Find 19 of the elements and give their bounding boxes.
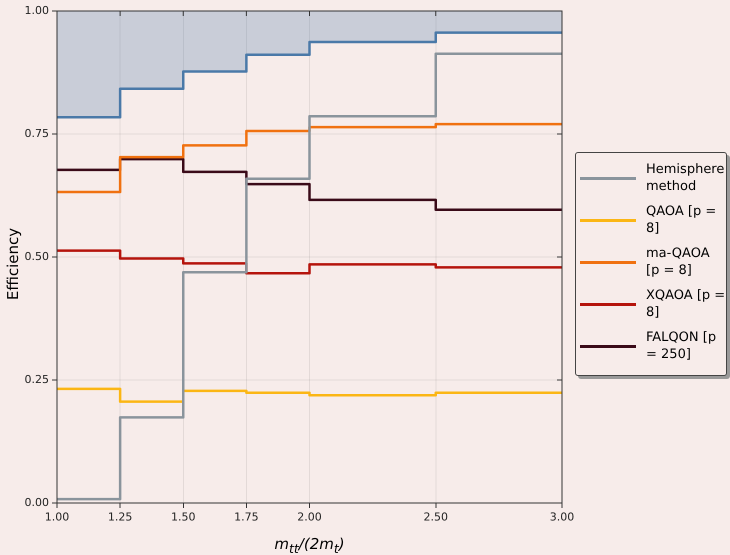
x-tick-label: 1.25 xyxy=(108,510,132,524)
y-tick-label: 0.25 xyxy=(24,372,49,386)
legend-label: ma-QAOA [p = 8] xyxy=(646,245,711,279)
x-tick-label: 2.00 xyxy=(297,510,322,524)
x-tick-label: 1.00 xyxy=(44,510,70,524)
x-tick-label: 1.75 xyxy=(234,510,259,524)
y-tick-label: 0.00 xyxy=(24,496,49,509)
y-tick-label: 0.50 xyxy=(24,250,49,263)
legend-label: Hemisphere method xyxy=(646,161,726,195)
legend-label: QAOA [p = 8] xyxy=(646,203,718,237)
legend-label: FALQON [p = 250] xyxy=(646,329,718,363)
y-tick-label: 1.00 xyxy=(24,4,49,17)
x-tick-label: 3.00 xyxy=(550,510,574,524)
x-axis-title: m$_{tt}$/(2m$_{t}$) xyxy=(273,535,346,555)
y-tick-label: 0.75 xyxy=(24,126,49,140)
x-tick-label: 1.50 xyxy=(171,510,196,524)
x-tick-label: 2.50 xyxy=(424,510,448,524)
y-axis-title: Efficiency xyxy=(4,226,22,302)
legend-label: XQAOA [p = 8] xyxy=(646,287,726,321)
